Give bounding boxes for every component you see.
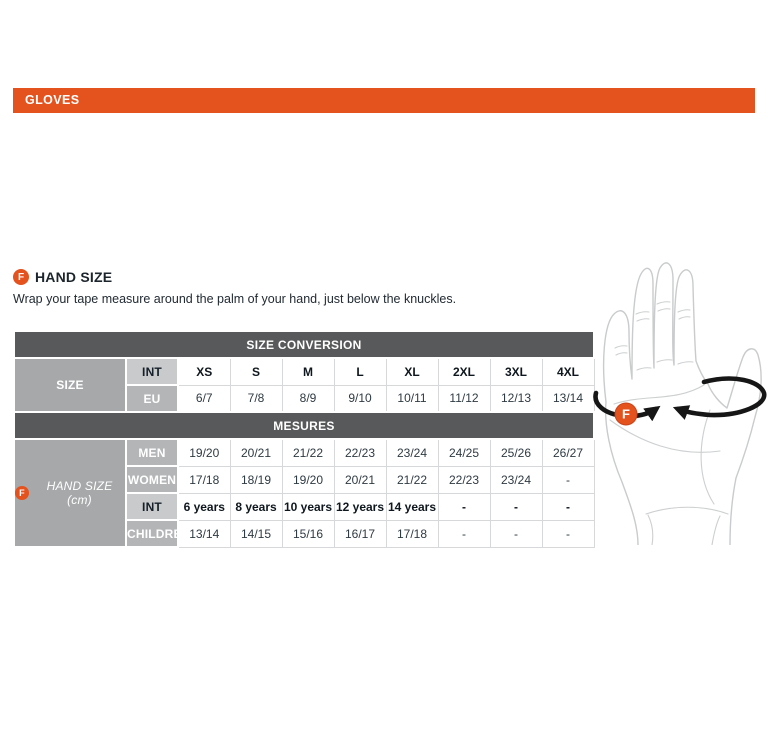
size-cell: 3XL [489,357,543,386]
measure-cell: 25/26 [489,438,543,467]
f-badge-icon: F [16,486,29,500]
measure-cell: 12 years [333,492,387,521]
measure-cell: 10 years [281,492,335,521]
size-conversion-table: SIZE CONVERSION SIZE INT XS S M L XL 2XL… [13,330,595,548]
measure-cell: - [541,465,595,494]
size-cell: 7/8 [229,384,283,413]
measure-cell: - [541,492,595,521]
arrow-f-badge-icon: F [614,402,638,426]
size-conversion-header: SIZE CONVERSION [13,330,595,359]
children-sublabel: CHILDREN [125,519,179,548]
f-badge-icon: F [13,269,29,285]
size-cell: S [229,357,283,386]
table-row: SIZE INT XS S M L XL 2XL 3XL 4XL [13,357,595,413]
size-cell: 10/11 [385,384,439,413]
measure-cell: 16/17 [333,519,387,548]
gloves-banner: GLOVES [13,88,755,113]
hand-measure-illustration: F [593,262,767,545]
table-row: SIZE CONVERSION [13,330,595,359]
measure-cell: 23/24 [385,438,439,467]
size-row-label: SIZE [13,357,127,413]
measure-cell: 13/14 [177,519,231,548]
hand-size-heading: F HAND SIZE [13,269,112,285]
measure-cell: 8 years [229,492,283,521]
measure-cell: 17/18 [385,519,439,548]
size-cell: M [281,357,335,386]
measure-cell: - [489,492,543,521]
size-cell: XL [385,357,439,386]
measure-cell: 15/16 [281,519,335,548]
size-cell: 4XL [541,357,595,386]
measure-cell: 14/15 [229,519,283,548]
int-sublabel: INT [125,357,179,386]
measure-cell: 6 years [177,492,231,521]
table-row: F HAND SIZE (cm) MEN 19/20 20/21 21/22 2… [13,438,595,548]
measure-cell: 20/21 [333,465,387,494]
size-cell: XS [177,357,231,386]
measure-cell: - [437,519,491,548]
hand-size-row-label: F HAND SIZE (cm) [13,438,127,548]
men-sublabel: MEN [125,438,179,467]
measure-cell: 23/24 [489,465,543,494]
hand-outline-icon [602,262,762,545]
measure-cell: 19/20 [177,438,231,467]
table-row: MESURES [13,411,595,440]
size-cell: 6/7 [177,384,231,413]
size-cell: 13/14 [541,384,595,413]
size-cell: 8/9 [281,384,335,413]
table-row: WOMEN 17/18 18/19 19/20 20/21 21/22 22/2… [14,465,595,494]
measure-cell: 14 years [385,492,439,521]
int-years-sublabel: INT [125,492,179,521]
table-row: CHILDREN 13/14 14/15 15/16 16/17 17/18 -… [14,519,595,548]
measure-cell: 22/23 [437,465,491,494]
women-sublabel: WOMEN [125,465,179,494]
measure-cell: 20/21 [229,438,283,467]
measure-cell: 19/20 [281,465,335,494]
table-row: INT 6 years 8 years 10 years 12 years 14… [14,492,595,521]
section-title: HAND SIZE [35,269,113,285]
svg-text:F: F [622,407,630,422]
section-description: Wrap your tape measure around the palm o… [13,292,457,306]
size-cell: 11/12 [437,384,491,413]
measure-cell: - [489,519,543,548]
size-cell: 2XL [437,357,491,386]
measure-cell: - [437,492,491,521]
measure-cell: 21/22 [385,465,439,494]
size-cell: 9/10 [333,384,387,413]
measure-cell: 22/23 [333,438,387,467]
measure-cell: 17/18 [177,465,231,494]
measure-cell: - [541,519,595,548]
measure-cell: 21/22 [281,438,335,467]
size-cell: L [333,357,387,386]
eu-sublabel: EU [125,384,179,413]
measure-cell: 18/19 [229,465,283,494]
measure-cell: 24/25 [437,438,491,467]
mesures-header: MESURES [13,411,595,440]
table-row: EU 6/7 7/8 8/9 9/10 10/11 11/12 12/13 13… [14,384,595,413]
measure-cell: 26/27 [541,438,595,467]
size-cell: 12/13 [489,384,543,413]
